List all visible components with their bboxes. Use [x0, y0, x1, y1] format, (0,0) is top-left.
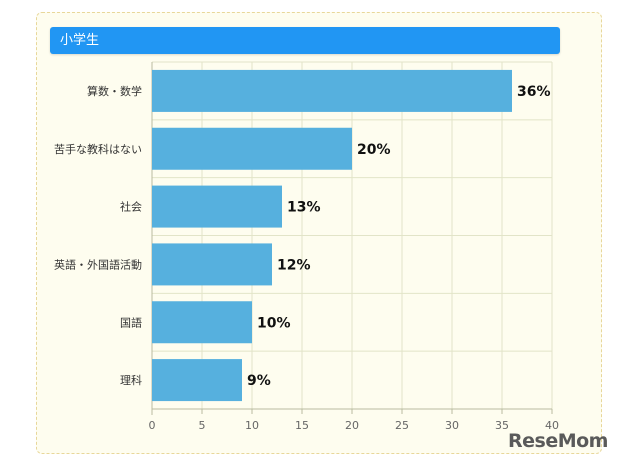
bar — [152, 69, 512, 112]
category-label: 算数・数学 — [87, 84, 142, 98]
category-label: 国語 — [120, 315, 142, 329]
x-tick-label: 25 — [395, 419, 409, 432]
x-tick-label: 30 — [445, 419, 459, 432]
category-label: 理科 — [120, 373, 142, 387]
data-label: 36% — [517, 84, 551, 100]
data-label: 20% — [357, 142, 391, 158]
bar — [152, 243, 272, 286]
bar — [152, 301, 252, 344]
x-tick-label: 15 — [295, 419, 309, 432]
x-tick-label: 20 — [345, 419, 359, 432]
data-label: 9% — [247, 373, 271, 389]
x-tick-label: 10 — [245, 419, 259, 432]
x-tick-label: 40 — [545, 419, 559, 432]
data-label: 13% — [287, 200, 321, 216]
category-label: 社会 — [120, 200, 142, 214]
category-label: 英語・外国語活動 — [54, 257, 142, 271]
bar — [152, 185, 282, 228]
chart-header-title: 小学生 — [60, 33, 100, 48]
category-label: 苦手な教科はない — [54, 142, 142, 156]
x-tick-label: 35 — [495, 419, 509, 432]
x-tick-label: 0 — [149, 419, 156, 432]
logo-watermark: ReseMom — [508, 430, 608, 452]
x-tick-label: 5 — [199, 419, 206, 432]
data-label: 10% — [257, 315, 291, 331]
bar — [152, 127, 352, 170]
bar — [152, 359, 242, 402]
data-label: 12% — [277, 257, 311, 273]
chart-header: 小学生 — [50, 27, 560, 54]
